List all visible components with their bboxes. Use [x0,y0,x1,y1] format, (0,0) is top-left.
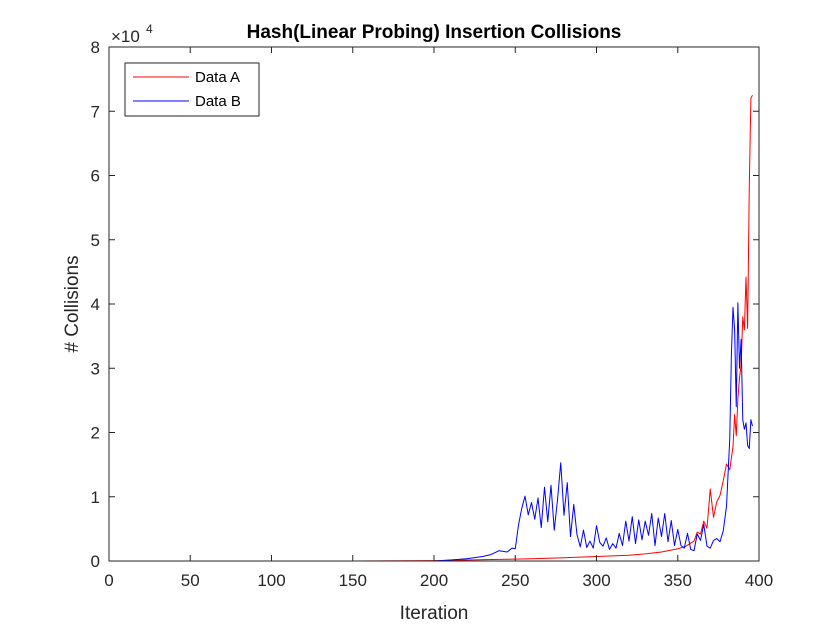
legend-label-data-a: Data A [195,69,240,86]
legend-box [124,62,260,117]
y-tick-label: 6 [91,167,100,186]
x-tick-label: 0 [104,571,113,590]
x-tick-label: 400 [745,571,773,590]
x-tick-label: 100 [257,571,285,590]
y-axis-exponent-power: 4 [146,22,153,36]
y-axis-label: # Collisions [62,255,83,352]
ticks-layer: 0 50 100 150 200 250 300 350 400 0 1 2 3 4 5 6 7 8 [91,38,774,590]
y-tick-label: 2 [91,424,100,443]
y-tick-label: 0 [91,552,100,571]
x-tick-label: 150 [339,571,367,590]
y-tick-label: 3 [91,359,100,378]
y-axis-multiplier: ×10 [111,27,140,46]
x-tick-label: 350 [664,571,692,590]
y-tick-label: 4 [91,295,100,314]
x-axis-label: Iteration [400,603,469,624]
y-tick-label: 1 [91,488,100,507]
y-tick-label: 7 [91,102,100,121]
legend: Data A Data B [124,62,260,117]
x-tick-label: 300 [582,571,610,590]
x-tick-label: 250 [501,571,529,590]
y-tick-label: 5 [91,231,100,250]
chart-title: Hash(Linear Probing) Insertion Collision… [247,22,622,43]
plot-area [109,47,759,561]
series-line-data-b [109,302,753,562]
legend-label-data-b: Data B [195,93,241,110]
y-tick-label: 8 [91,38,100,57]
x-tick-label: 200 [420,571,448,590]
x-tick-label: 50 [181,571,200,590]
y-axis-exponent: ×10 4 [111,22,153,46]
